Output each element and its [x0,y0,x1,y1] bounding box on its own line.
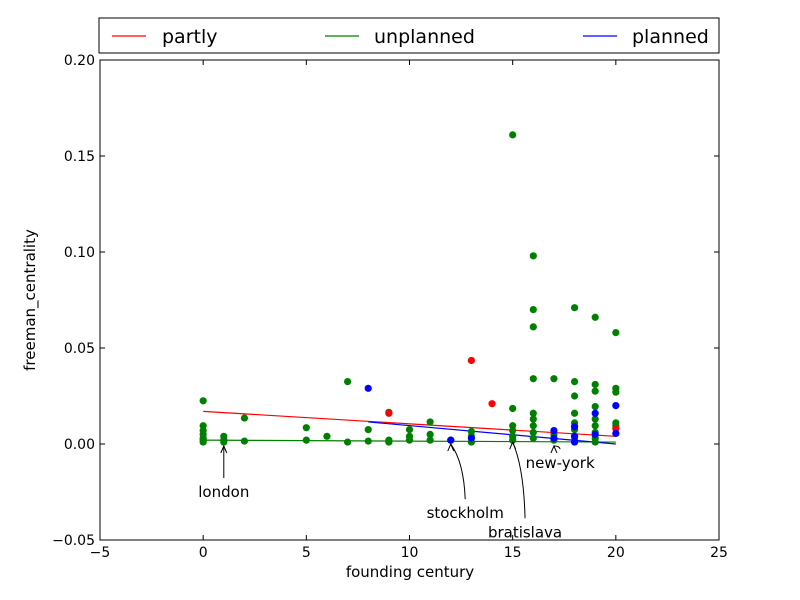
plot-area [99,59,720,541]
data-point-planned [550,434,558,442]
data-point-unplanned [509,131,517,139]
data-point-unplanned [199,438,207,446]
data-point-unplanned [591,415,599,423]
data-point-unplanned [529,434,537,442]
data-point-unplanned [302,436,310,444]
x-tick-label: 25 [710,545,728,561]
x-tick-label: 0 [199,545,208,561]
data-points [199,131,620,446]
y-axis-label: freeman_centrality [21,229,40,371]
y-tick-label: 0.20 [64,53,95,69]
data-point-unplanned [529,415,537,423]
annotation-arrowhead [550,444,558,454]
legend-label: planned [632,26,709,48]
data-point-unplanned [591,438,599,446]
legend: partly unplanned planned [98,17,720,54]
data-point-unplanned [612,329,620,337]
x-tick-label: 10 [401,545,419,561]
data-point-planned [570,423,579,431]
data-point-unplanned [364,426,372,434]
data-point-unplanned [509,426,517,435]
x-tick-label: 5 [302,545,311,561]
data-point-planned [467,434,475,442]
data-point-planned [364,384,372,392]
data-point-planned [591,430,599,438]
annotation-label: stockholm [427,504,504,522]
data-point-unplanned [612,388,620,396]
data-point-unplanned [529,409,537,417]
data-point-unplanned [570,378,579,386]
data-point-unplanned [509,436,517,444]
data-point-unplanned [302,424,310,432]
data-point-unplanned [529,306,537,314]
x-tick-label: −5 [90,545,111,561]
y-tick-label: −0.05 [52,533,95,549]
legend-box [98,17,720,54]
data-point-planned [447,436,455,444]
y-tick-label: 0.15 [64,149,95,165]
y-tick-label: 0.05 [64,341,95,357]
annotation-label: london [198,483,249,501]
data-point-planned [570,432,579,440]
x-ticks: −5 0 5 10 15 20 25 [90,60,728,561]
data-point-planned [612,402,620,410]
data-point-unplanned [426,418,434,426]
annotation-label: new-york [526,454,595,472]
data-point-unplanned [591,422,599,430]
data-point-unplanned [426,430,434,438]
data-point-unplanned [385,438,393,446]
data-point-unplanned [344,378,352,386]
x-tick-label: 15 [504,545,522,561]
annotation-label: bratislava [488,523,562,541]
y-tick-label: 0.10 [64,245,95,261]
data-point-unplanned [323,432,331,440]
data-point-unplanned [509,404,517,413]
data-point-partly [385,409,393,417]
annotation-arrowhead [509,440,517,450]
data-point-unplanned [570,409,579,417]
data-point-unplanned [591,402,599,411]
data-point-unplanned [591,313,599,321]
data-point-planned [612,429,620,438]
trend-line-partly [203,410,616,437]
annotation-arrow [553,445,561,450]
annotation-arrow [450,443,466,500]
data-point-unplanned [529,422,537,430]
annotation-arrowhead [447,442,455,452]
legend-label: partly [162,26,218,48]
data-point-unplanned [344,438,352,446]
x-tick-label: 20 [607,545,625,561]
annotation-arrowhead [220,444,228,454]
data-point-unplanned [591,387,599,395]
data-point-unplanned [220,438,228,446]
y-tick-label: 0.00 [64,437,95,453]
data-point-unplanned [405,426,414,434]
data-point-unplanned [199,397,207,405]
data-point-unplanned [591,380,599,389]
data-point-unplanned [550,375,558,383]
data-point-unplanned [529,428,537,437]
data-point-partly [488,400,496,408]
data-point-unplanned [529,252,537,260]
data-point-unplanned [529,375,537,383]
data-point-planned [591,409,599,417]
plot-frame [99,59,720,541]
data-point-partly [467,356,475,365]
data-point-unplanned [570,304,579,312]
x-axis-label: founding century [346,563,474,581]
data-point-unplanned [240,437,249,445]
data-point-unplanned [405,436,414,444]
data-point-unplanned [529,323,537,331]
data-point-unplanned [570,392,579,400]
y-ticks: −0.05 0.00 0.05 0.10 0.15 0.20 [52,53,719,549]
data-point-unplanned [426,436,434,444]
data-point-planned [570,438,579,446]
data-point-planned [550,426,558,435]
data-point-unplanned [240,414,249,422]
legend-label: unplanned [374,26,475,48]
data-point-unplanned [364,437,372,445]
